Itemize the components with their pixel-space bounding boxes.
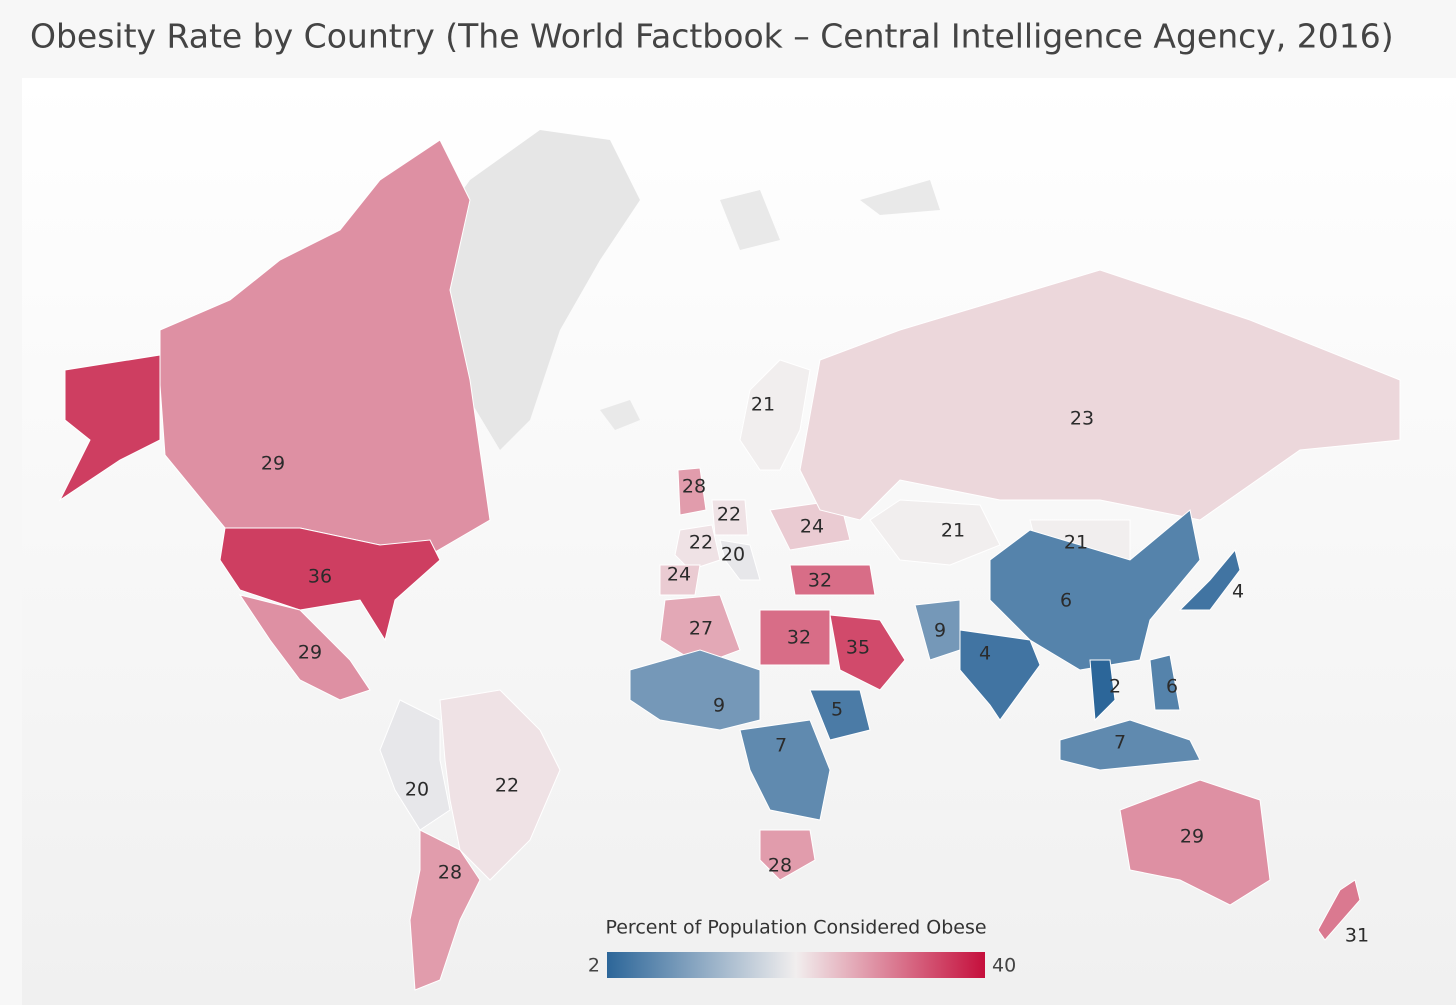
country-value-label: 21 [751,394,775,416]
country [659,564,701,596]
country-value-label: 32 [787,627,811,649]
legend-title: Percent of Population Considered Obese [605,917,986,939]
country-value-label: 35 [846,637,870,659]
country [711,499,749,536]
country [809,689,871,741]
country [1119,779,1271,906]
country [789,564,876,596]
country [1149,654,1181,711]
regions [58,139,1401,991]
country-value-label: 29 [298,642,322,664]
country-value-label: 7 [1114,732,1126,754]
country-value-label: 21 [941,520,965,542]
country-value-label: 31 [1345,925,1369,947]
country [829,614,906,691]
country-value-label: 4 [979,643,991,665]
country [629,649,761,731]
country-value-label: 23 [1070,408,1094,430]
country [379,699,451,831]
country [677,467,707,516]
country [759,609,831,666]
country [739,719,831,821]
country [869,499,1001,566]
country [959,629,1041,721]
legend-max: 40 [992,955,1016,977]
country [238,594,371,701]
country-value-label: 28 [438,862,462,884]
country-value-label: 29 [1180,826,1204,848]
country-value-label: 28 [768,855,792,877]
country-value-label: 20 [721,544,745,566]
country [219,527,441,642]
country [799,269,1401,521]
country [409,829,481,991]
country-value-label: 24 [800,516,824,538]
country-value-label: 27 [689,618,713,640]
no-data-land [420,130,640,450]
country-value-label: 20 [405,779,429,801]
country [1178,548,1241,611]
country [1317,879,1361,941]
country-value-label: 32 [808,570,832,592]
legend-min: 2 [588,955,600,977]
country [439,689,561,881]
country [674,524,721,571]
country [719,539,761,581]
country-value-label: 22 [689,532,713,554]
country-value-label: 22 [495,775,519,797]
country-value-label: 6 [1166,676,1178,698]
country-value-label: 7 [775,735,787,757]
country-value-label: 21 [1064,532,1088,554]
country [759,829,816,881]
country [739,359,811,471]
country [1089,659,1116,722]
country [1059,719,1201,771]
country-value-label: 28 [682,476,706,498]
country-value-label: 29 [261,453,285,475]
country-value-label: 6 [1060,590,1072,612]
country [58,354,161,502]
legend: Percent of Population Considered Obese 2… [588,917,1016,978]
country-value-label: 2 [1109,676,1121,698]
country-value-label: 36 [308,566,332,588]
country-value-label: 24 [667,564,691,586]
country-value-label: 5 [831,699,843,721]
country-value-label: 22 [717,504,741,526]
country-value-label: 4 [1232,581,1244,603]
country-value-label: 9 [934,620,946,642]
legend-gradient [607,952,985,978]
country-value-label: 9 [713,695,725,717]
title: Obesity Rate by Country (The World Factb… [30,17,1394,56]
no-data-land [600,180,940,430]
country [989,509,1201,671]
